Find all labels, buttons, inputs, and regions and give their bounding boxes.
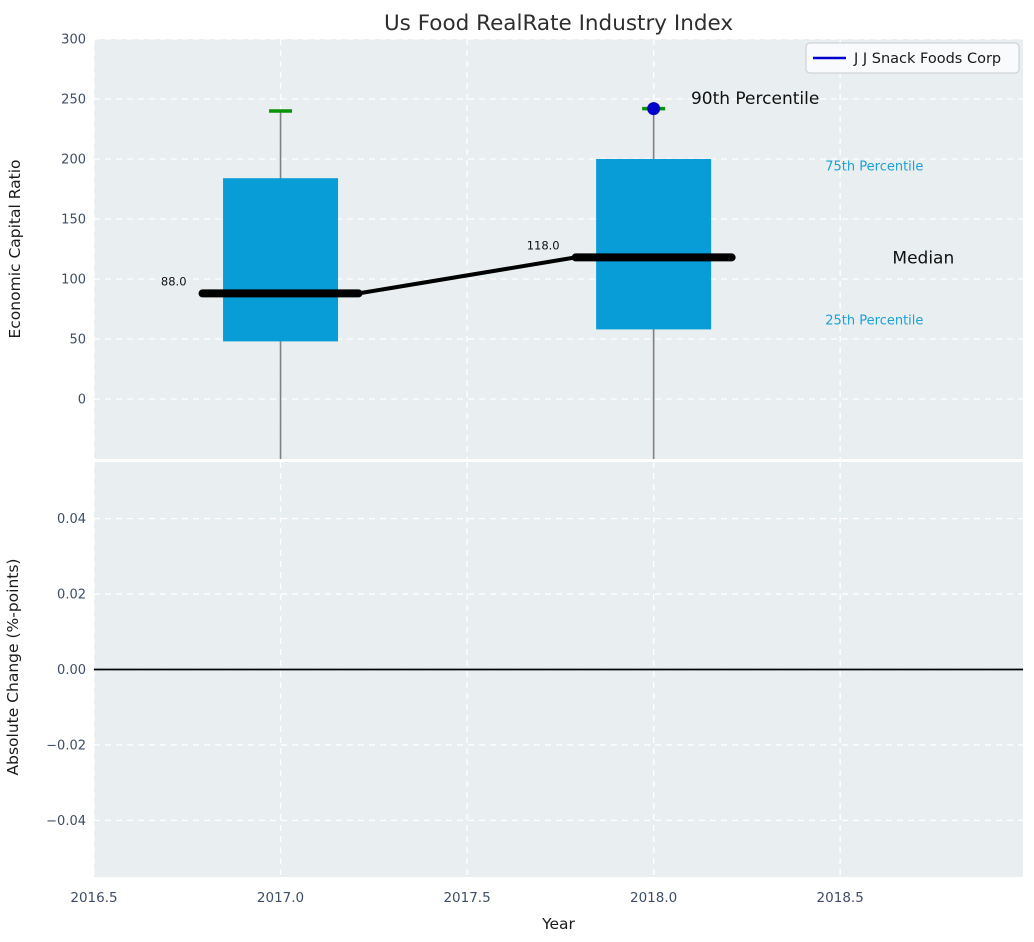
xtick-2017.5: 2017.5 <box>443 890 490 906</box>
median-value-label-2018: 118.0 <box>527 238 560 252</box>
ytick-top-100: 100 <box>61 273 86 288</box>
median-trend-line <box>358 255 576 296</box>
x-axis-label: Year <box>541 915 575 933</box>
ytick-bottom-0: 0.04 <box>57 512 86 527</box>
ytick-top-250: 250 <box>61 93 86 108</box>
y-axis-label-bottom: Absolute Change (%-points) <box>4 559 22 776</box>
annotation-median: Median <box>892 248 954 268</box>
ytick-bottom-1: 0.02 <box>57 588 86 603</box>
ytick-top-50: 50 <box>69 333 86 348</box>
xtick-2017: 2017.0 <box>257 890 304 906</box>
ytick-top-300: 300 <box>61 33 86 48</box>
box-2018 <box>596 159 712 330</box>
xtick-2018.5: 2018.5 <box>817 890 864 906</box>
chart-title: Us Food RealRate Industry Index <box>384 11 733 36</box>
y-axis-label-top: Economic Capital Ratio <box>6 159 24 338</box>
legend-label: J J Snack Foods Corp <box>853 51 1001 67</box>
ytick-bottom-2: 0.00 <box>57 663 86 678</box>
xtick-2016.5: 2016.5 <box>70 890 117 906</box>
ytick-top-200: 200 <box>61 153 86 168</box>
box-2017 <box>223 178 339 342</box>
annotation-25th-percentile: 25th Percentile <box>825 313 923 328</box>
ytick-top-150: 150 <box>61 213 86 228</box>
legend: J J Snack Foods Corp <box>805 42 1020 74</box>
xtick-2018: 2018.0 <box>630 890 677 906</box>
median-value-label-2017: 88.0 <box>161 274 187 288</box>
legend-box <box>805 42 1020 74</box>
ytick-bottom-4: −0.04 <box>46 814 86 829</box>
company-point-2018 <box>647 102 661 116</box>
annotation-75th-percentile: 75th Percentile <box>825 160 923 175</box>
ytick-bottom-3: −0.02 <box>46 738 86 753</box>
ytick-top-0: 0 <box>78 393 86 408</box>
annotation-90th-percentile: 90th Percentile <box>691 89 819 109</box>
